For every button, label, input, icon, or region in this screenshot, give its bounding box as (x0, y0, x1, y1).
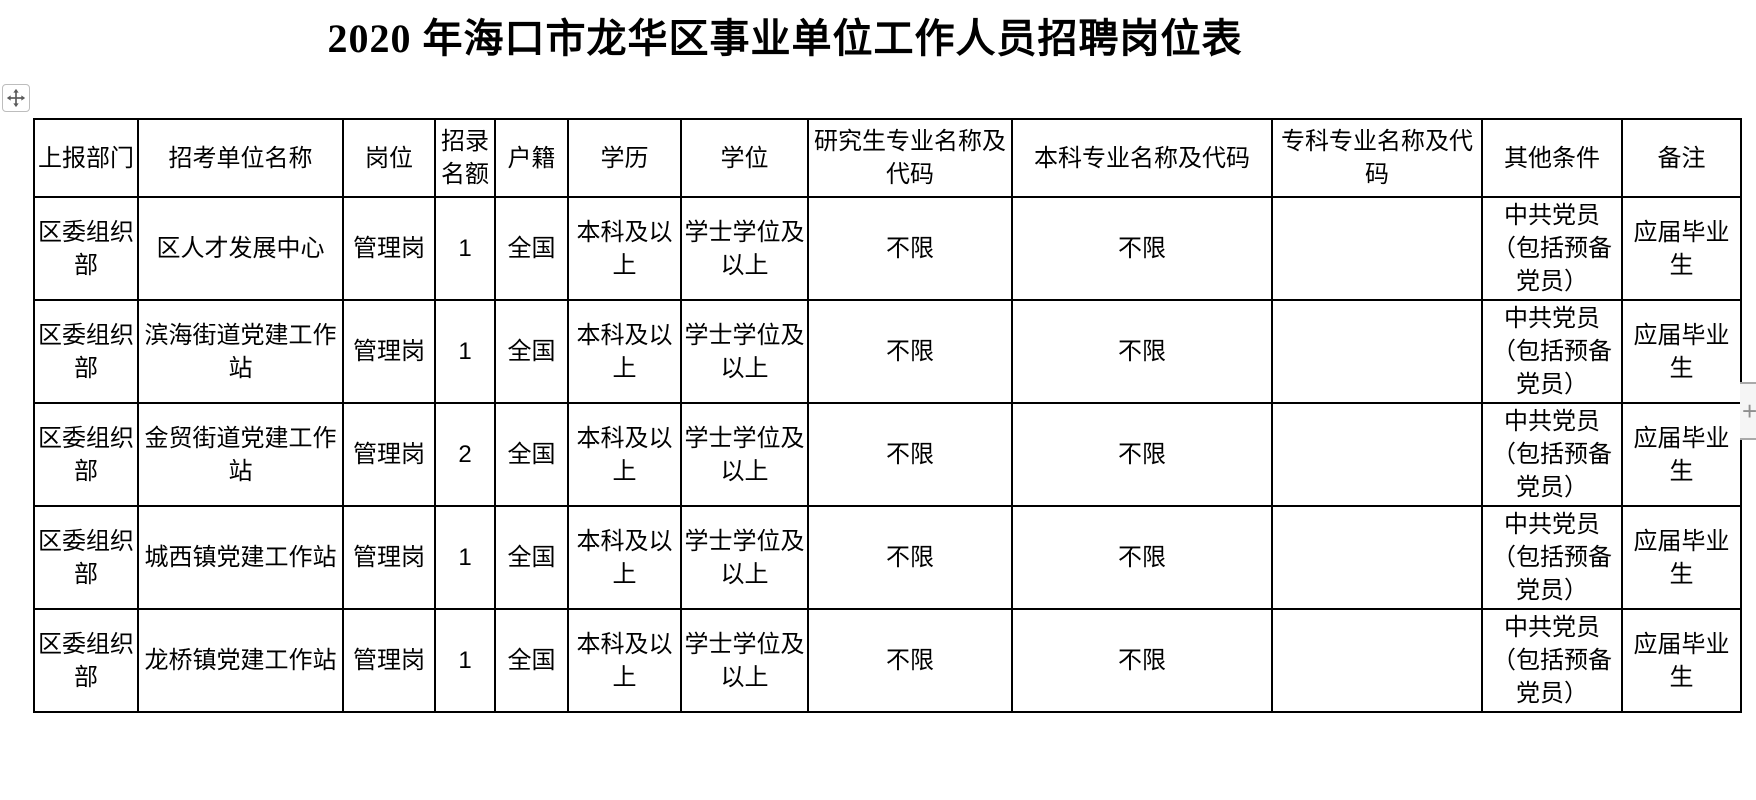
table-cell (1271, 196, 1483, 301)
table-cell: 中共党员（包括预备党员） (1481, 402, 1623, 507)
table-cell: 不限 (1011, 608, 1273, 713)
table-cell: 2 (434, 402, 496, 507)
table-move-handle[interactable] (2, 84, 30, 112)
table-cell: 中共党员（包括预备党员） (1481, 505, 1623, 610)
table-cell: 管理岗 (342, 196, 436, 301)
column-header: 本科专业名称及代码 (1011, 118, 1273, 198)
column-header: 招录名额 (434, 118, 496, 198)
table-cell (1271, 608, 1483, 713)
table-cell: 不限 (807, 402, 1013, 507)
table-row: 区委组织部 滨海街道党建工作站 管理岗 1 全国 本科及以上 学士学位及以上 不限 不限 中共党员… (33, 299, 1742, 404)
table-cell: 本科及以上 (567, 196, 682, 301)
table-cell: 本科及以上 (567, 505, 682, 610)
table-cell: 管理岗 (342, 402, 436, 507)
table-cell: 区委组织部 (33, 299, 139, 404)
table-cell: 不限 (807, 299, 1013, 404)
table-cell: 1 (434, 505, 496, 610)
table-header-row: 上报部门 招考单位名称 岗位 招录名额 户籍 学历 学位 研究生专业名称及代码 本科专业名称及代… (33, 118, 1742, 198)
column-header: 学历 (567, 118, 682, 198)
table-cell: 学士学位及以上 (680, 299, 809, 404)
table-row: 区委组织部 区人才发展中心 管理岗 1 全国 本科及以上 学士学位及以上 不限 不限 中共党员（包… (33, 196, 1742, 301)
table-row: 区委组织部 城西镇党建工作站 管理岗 1 全国 本科及以上 学士学位及以上 不限 不限 中共党员（… (33, 505, 1742, 610)
move-icon (6, 88, 26, 108)
table-cell: 中共党员（包括预备党员） (1481, 608, 1623, 713)
table-cell: 不限 (1011, 196, 1273, 301)
table-row: 区委组织部 龙桥镇党建工作站 管理岗 1 全国 本科及以上 学士学位及以上 不限 不限 中共党员（… (33, 608, 1742, 713)
table-cell: 学士学位及以上 (680, 505, 809, 610)
table-cell: 1 (434, 608, 496, 713)
table-cell: 不限 (807, 196, 1013, 301)
table-cell: 滨海街道党建工作站 (137, 299, 344, 404)
table-cell: 本科及以上 (567, 608, 682, 713)
table-cell: 应届毕业生 (1621, 299, 1742, 404)
table-cell: 区委组织部 (33, 608, 139, 713)
table-cell: 不限 (807, 505, 1013, 610)
table-cell: 全国 (494, 299, 569, 404)
table-cell: 学士学位及以上 (680, 196, 809, 301)
table-cell: 全国 (494, 402, 569, 507)
table-cell: 区人才发展中心 (137, 196, 344, 301)
table-cell: 应届毕业生 (1621, 402, 1742, 507)
column-header: 专科专业名称及代码 (1271, 118, 1483, 198)
table-cell: 应届毕业生 (1621, 196, 1742, 301)
table-cell: 城西镇党建工作站 (137, 505, 344, 610)
table-cell: 本科及以上 (567, 402, 682, 507)
column-header: 岗位 (342, 118, 436, 198)
table-cell (1271, 505, 1483, 610)
plus-icon: + (1742, 395, 1756, 426)
table-body: 区委组织部 区人才发展中心 管理岗 1 全国 本科及以上 学士学位及以上 不限 不限 中共党员（包… (33, 196, 1742, 713)
recruitment-table-container: 上报部门 招考单位名称 岗位 招录名额 户籍 学历 学位 研究生专业名称及代码 本科专业名称及代… (33, 118, 1742, 713)
table-row: 区委组织部 金贸街道党建工作站 管理岗 2 全国 本科及以上 学士学位及以上 不限 不限 中共党员… (33, 402, 1742, 507)
table-cell: 区委组织部 (33, 402, 139, 507)
table-cell (1271, 299, 1483, 404)
table-cell: 金贸街道党建工作站 (137, 402, 344, 507)
table-cell: 管理岗 (342, 505, 436, 610)
table-cell: 全国 (494, 608, 569, 713)
add-button[interactable]: + (1740, 382, 1756, 440)
column-header: 研究生专业名称及代码 (807, 118, 1013, 198)
table-cell: 不限 (1011, 402, 1273, 507)
column-header: 招考单位名称 (137, 118, 344, 198)
table-cell: 中共党员（包括预备党员） (1481, 196, 1623, 301)
recruitment-table: 上报部门 招考单位名称 岗位 招录名额 户籍 学历 学位 研究生专业名称及代码 本科专业名称及代… (33, 118, 1742, 713)
table-cell: 学士学位及以上 (680, 608, 809, 713)
table-cell: 管理岗 (342, 299, 436, 404)
column-header: 上报部门 (33, 118, 139, 198)
column-header: 户籍 (494, 118, 569, 198)
table-cell: 1 (434, 196, 496, 301)
table-cell: 本科及以上 (567, 299, 682, 404)
column-header: 其他条件 (1481, 118, 1623, 198)
table-cell: 不限 (1011, 299, 1273, 404)
column-header: 学位 (680, 118, 809, 198)
table-cell: 中共党员（包括预备党员） (1481, 299, 1623, 404)
column-header: 备注 (1621, 118, 1742, 198)
table-cell: 全国 (494, 196, 569, 301)
table-cell: 学士学位及以上 (680, 402, 809, 507)
table-cell: 应届毕业生 (1621, 505, 1742, 610)
table-cell: 龙桥镇党建工作站 (137, 608, 344, 713)
page-title: 2020 年海口市龙华区事业单位工作人员招聘岗位表 (327, 16, 1243, 61)
table-cell: 全国 (494, 505, 569, 610)
table-cell: 不限 (807, 608, 1013, 713)
table-cell: 区委组织部 (33, 196, 139, 301)
table-cell: 不限 (1011, 505, 1273, 610)
table-cell: 应届毕业生 (1621, 608, 1742, 713)
table-cell: 1 (434, 299, 496, 404)
table-cell: 区委组织部 (33, 505, 139, 610)
table-cell: 管理岗 (342, 608, 436, 713)
table-cell (1271, 402, 1483, 507)
